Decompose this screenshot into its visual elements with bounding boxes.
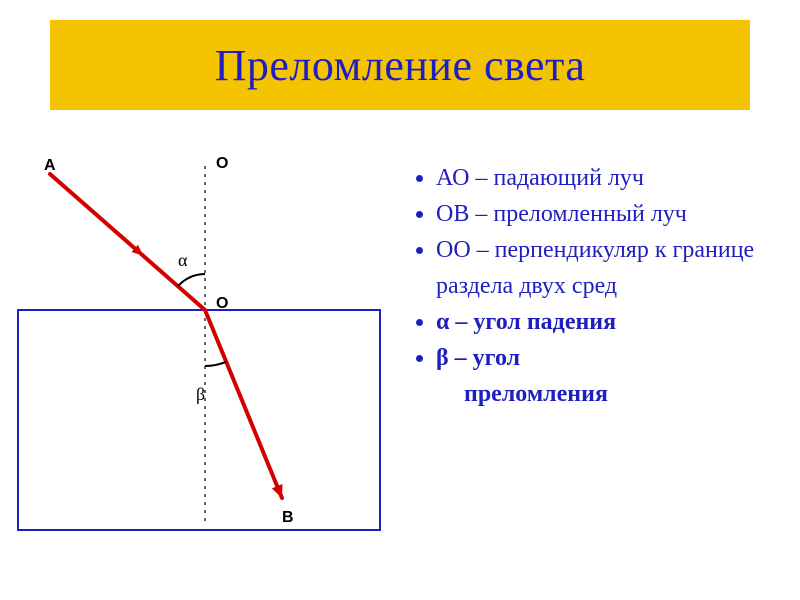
legend-term: β – — [436, 345, 473, 371]
legend-item: ОО – перпендикуляр к границе раздела дву… — [436, 232, 780, 304]
label-O-mid: О — [216, 295, 228, 312]
slide-title: Преломление света — [215, 40, 586, 91]
legend-desc: преломленный луч — [493, 201, 687, 227]
refraction-diagram: А О О Вα β — [10, 150, 390, 550]
legend-item: β – угол — [436, 340, 780, 376]
label-beta: β — [196, 384, 205, 404]
title-bar: Преломление света — [50, 20, 750, 110]
label-B: В — [282, 509, 294, 526]
legend-desc: падающий луч — [493, 165, 644, 191]
legend-continuation: преломления — [464, 376, 780, 412]
legend: АО – падающий лучОВ – преломленный лучОО… — [410, 160, 780, 412]
label-A: А — [44, 157, 56, 174]
legend-desc: угол падения — [473, 309, 616, 335]
legend-item: ОВ – преломленный луч — [436, 196, 780, 232]
legend-item: α – угол падения — [436, 304, 780, 340]
incident-ray — [50, 174, 205, 310]
legend-term: α – — [436, 309, 473, 335]
legend-term: ОВ – — [436, 201, 493, 227]
legend-term: ОО – — [436, 237, 495, 263]
label-O-top: О — [216, 155, 228, 172]
alpha-arc — [178, 274, 205, 286]
legend-term: АО – — [436, 165, 493, 191]
legend-item: АО – падающий луч — [436, 160, 780, 196]
label-alpha: α — [178, 250, 188, 270]
medium-boundary — [18, 310, 380, 530]
legend-desc: угол — [473, 345, 520, 371]
